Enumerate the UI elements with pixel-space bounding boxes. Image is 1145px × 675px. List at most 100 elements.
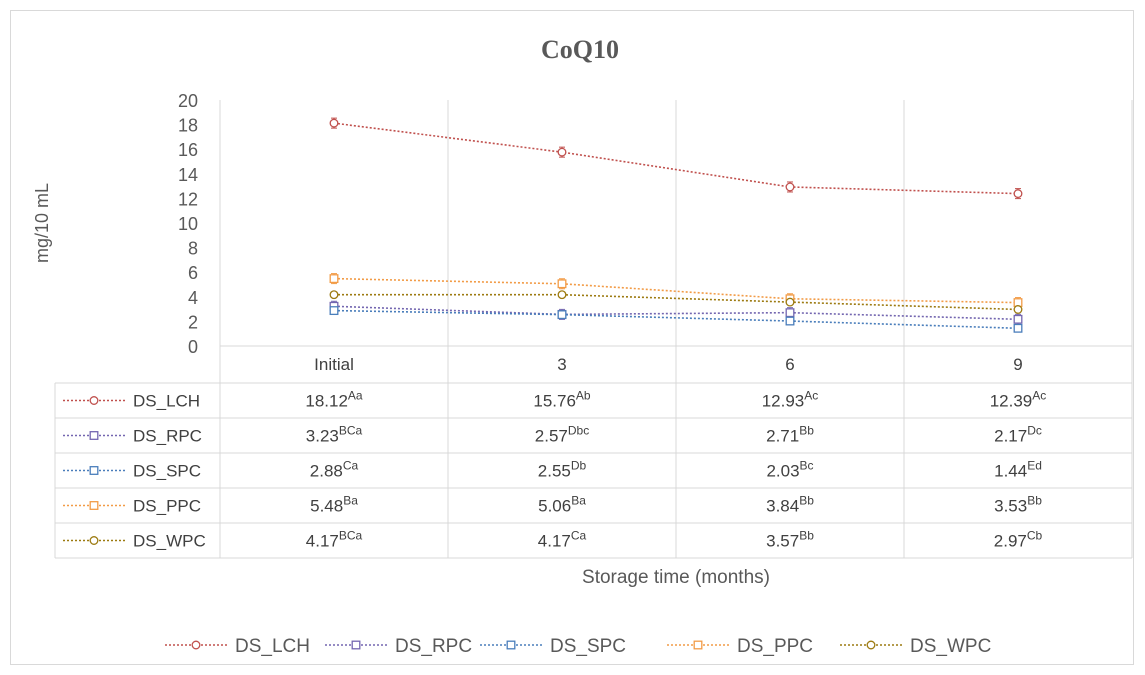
x-tick-label: Initial [314,355,354,374]
data-label: 5.06Ba [538,494,586,516]
significance-letters: Ed [1027,459,1042,473]
data-label: 2.03Bc [766,459,813,481]
legend-label: DS_PPC [737,636,813,657]
y-axis-label: mg/10 mL [32,183,52,263]
legend-label: DS_SPC [550,636,626,657]
y-tick-label: 16 [178,140,198,160]
significance-letters: Ac [1032,389,1046,403]
data-point [1013,189,1023,199]
data-value: 2.03 [766,462,799,481]
significance-letters: Bb [1027,494,1042,508]
data-label: 2.71Bb [766,424,814,446]
data-value: 5.48 [310,497,343,516]
series-line-ds_lch [333,122,1019,195]
significance-letters: Ac [804,389,818,403]
data-value: 2.57 [535,427,568,446]
data-point [1013,305,1023,314]
table-row-label: DS_PPC [133,497,201,516]
data-label: 2.97Cb [994,529,1043,551]
legend-key-marker [866,640,876,650]
data-point [329,306,339,316]
significance-letters: Bb [799,424,814,438]
data-value: 4.17 [538,532,571,551]
data-label: 3.53Bb [994,494,1042,516]
y-tick-label: 12 [178,189,198,209]
y-tick-label: 14 [178,165,198,185]
data-label: 12.93Ac [762,389,819,411]
legend-label: DS_WPC [910,636,991,657]
data-label: 1.44Ed [994,459,1042,481]
data-label: 2.17Dc [994,424,1042,446]
data-point [785,316,795,326]
data-value: 3.53 [994,497,1027,516]
data-point [329,274,339,284]
data-value: 2.17 [994,427,1027,446]
table-legend-key-marker [89,536,99,545]
data-value: 2.71 [766,427,799,446]
data-label: 3.84Bb [766,494,814,516]
data-value: 4.17 [306,532,339,551]
significance-letters: Ca [571,529,587,543]
data-value: 18.12 [305,392,348,411]
data-point [1013,314,1023,324]
data-point [785,308,795,318]
table-row-label: DS_SPC [133,462,201,481]
data-point [557,310,567,320]
y-tick-label: 2 [188,312,198,332]
data-label: 2.55Db [538,459,587,481]
x-tick-label: 6 [785,355,794,374]
data-label: 3.57Bb [766,529,814,551]
data-value: 12.93 [762,392,805,411]
data-point [557,147,567,157]
significance-letters: Cb [1027,529,1043,543]
significance-letters: Bc [800,459,814,473]
data-value: 2.97 [994,532,1027,551]
significance-letters: Ba [571,494,586,508]
y-tick-label: 4 [188,288,198,308]
significance-letters: Ba [343,494,358,508]
significance-letters: Bb [799,529,814,543]
legend-label: DS_RPC [395,636,472,657]
series-line-ds_wpc [334,293,1019,311]
significance-letters: Dbc [568,424,589,438]
y-tick-label: 10 [178,214,198,234]
y-tick-label: 18 [178,116,198,136]
table-row-label: DS_LCH [133,392,200,411]
table-legend-key-marker [89,431,99,440]
data-label: 4.17Ca [538,529,587,551]
data-label: 3.23BCa [306,424,363,446]
table-legend-key-marker [89,501,99,510]
data-value: 12.39 [990,392,1033,411]
data-label: 4.17BCa [306,529,363,551]
data-point [557,279,567,289]
data-label: 18.12Aa [305,389,363,411]
significance-letters: Dc [1027,424,1042,438]
significance-letters: BCa [339,529,363,543]
legend-key-marker [693,640,703,650]
data-value: 2.55 [538,462,571,481]
table-legend-key-marker [89,396,99,405]
data-value: 5.06 [538,497,571,516]
x-tick-label: 3 [557,355,566,374]
chart-frame [10,10,1134,665]
data-label: 2.88Ca [310,459,359,481]
chart-title: CoQ10 [541,35,619,64]
data-label: 5.48Ba [310,494,358,516]
significance-letters: Db [571,459,587,473]
significance-letters: BCa [339,424,363,438]
table-legend-key-marker [89,466,99,475]
data-point [1013,323,1023,333]
y-tick-label: 6 [188,263,198,283]
data-label: 2.57Dbc [535,424,589,446]
data-value: 15.76 [533,392,576,411]
data-value: 2.88 [310,462,343,481]
data-value: 3.57 [766,532,799,551]
y-tick-label: 0 [188,337,198,357]
x-axis-label: Storage time (months) [582,567,770,588]
legend-key-marker [351,640,361,650]
data-point [329,290,339,300]
data-value: 1.44 [994,462,1027,481]
legend-key-marker [506,640,516,650]
